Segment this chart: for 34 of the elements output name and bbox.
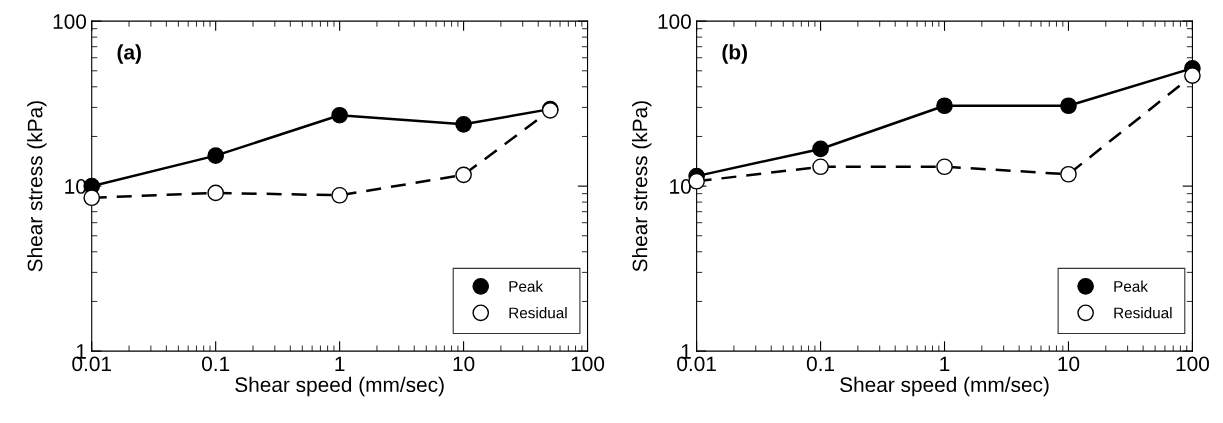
point	[331, 186, 348, 204]
point	[83, 189, 101, 207]
point	[1060, 165, 1077, 183]
point	[812, 158, 829, 176]
x-tick-label: 0.1	[202, 356, 230, 372]
x-tick-label: 1	[940, 356, 950, 372]
x-tick-label: 10	[1058, 356, 1080, 372]
x-axis-title: Shear speed (mm/sec)	[235, 376, 444, 397]
annotation: (a)	[117, 44, 141, 64]
x-axis-title: Shear speed (mm/sec)	[840, 376, 1049, 397]
point	[207, 184, 225, 202]
point	[1060, 97, 1077, 115]
legend-label: Residual	[1114, 307, 1172, 319]
point	[455, 115, 472, 133]
point	[455, 166, 472, 184]
y-axis-title: Shear stress (kPa)	[632, 101, 652, 272]
point	[207, 147, 225, 164]
point	[812, 140, 829, 158]
x-tick-label: 100	[571, 356, 605, 372]
y-tick-label: 100	[53, 14, 87, 29]
point	[936, 97, 953, 115]
point	[936, 158, 953, 176]
point	[331, 106, 348, 124]
y-tick-label: 100	[658, 14, 691, 29]
y-axis-title: Shear stress (kPa)	[27, 101, 47, 272]
x-tick-label: 1	[335, 356, 345, 372]
x-tick-label: 100	[1176, 356, 1209, 372]
x-tick-label: 10	[453, 356, 475, 372]
legend-label: Peak	[1114, 280, 1148, 292]
annotation: (b)	[722, 44, 747, 64]
x-tick-label: 0.1	[806, 356, 835, 372]
point	[1184, 67, 1201, 84]
legend-label: Residual	[509, 307, 567, 319]
legend-label: Peak	[509, 280, 544, 292]
